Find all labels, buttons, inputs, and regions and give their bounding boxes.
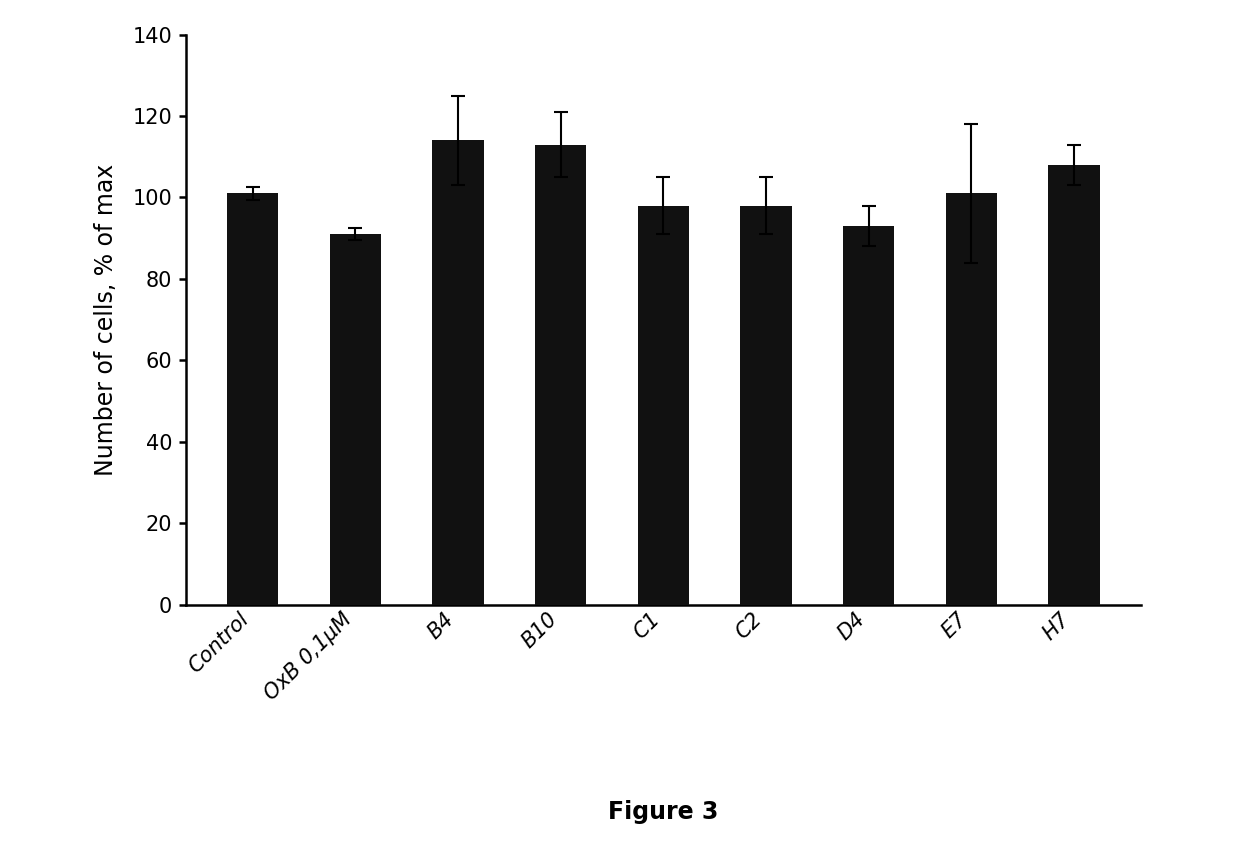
Bar	[1048, 165, 1100, 605]
Bar	[536, 144, 587, 605]
Y-axis label: Number of cells, % of max: Number of cells, % of max	[94, 163, 119, 476]
Bar	[843, 226, 894, 605]
Bar	[946, 194, 997, 605]
Bar	[227, 194, 279, 605]
Bar	[330, 234, 381, 605]
Bar	[637, 206, 689, 605]
Bar	[740, 206, 791, 605]
Bar	[433, 141, 484, 605]
Text: Figure 3: Figure 3	[608, 800, 719, 824]
